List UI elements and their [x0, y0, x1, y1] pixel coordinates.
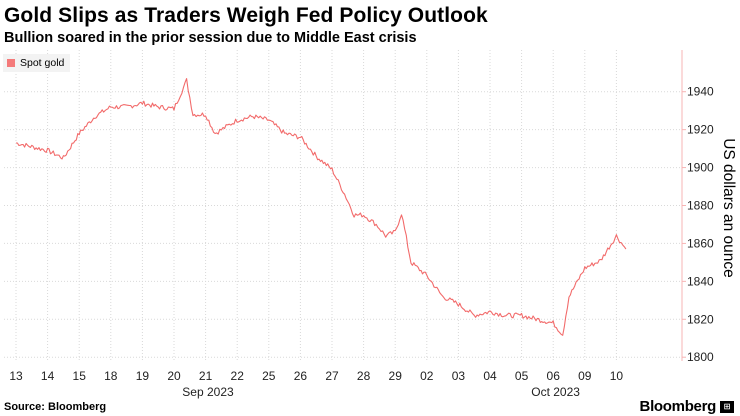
- y-axis-label: US dollars an ounce: [720, 138, 737, 278]
- x-tick-label-10: 10: [610, 369, 624, 383]
- legend: Spot gold: [3, 54, 71, 72]
- chart-title: Gold Slips as Traders Weigh Fed Policy O…: [4, 4, 488, 27]
- brand-logo-text: Bloomberg: [639, 398, 717, 415]
- series-line-spot-gold: [16, 78, 627, 336]
- x-tick-label-25: 25: [262, 369, 276, 383]
- source-note: Source: Bloomberg: [4, 401, 107, 413]
- brand-mark-icon: ⊞: [720, 401, 734, 413]
- x-tick-label-21: 21: [199, 369, 213, 383]
- legend-label-spot-gold: Spot gold: [20, 57, 65, 69]
- x-tick-label-14: 14: [41, 369, 55, 383]
- x-tick-label-15: 15: [73, 369, 87, 383]
- x-tick-label-09: 09: [578, 369, 592, 383]
- x-tick-label-06: 06: [547, 369, 561, 383]
- x-gridlines: [15, 50, 617, 361]
- gridlines: [4, 91, 682, 358]
- x-tick-label-22: 22: [231, 369, 245, 383]
- x-month-labels: Sep 2023 Oct 2023: [182, 385, 580, 399]
- y-axis-ticks: 1800 1820 1840 1860 1880 1900 1920 1940: [682, 85, 714, 364]
- chart-subtitle: Bullion soared in the prior session due …: [4, 30, 417, 46]
- x-tick-label-05: 05: [515, 369, 529, 383]
- x-month-label: Sep 2023: [182, 385, 234, 399]
- x-tick-label-02: 02: [420, 369, 434, 383]
- legend-swatch-spot-gold: [7, 59, 15, 67]
- y-tick-label-1840: 1840: [687, 274, 714, 288]
- y-tick-label-1940: 1940: [687, 85, 714, 99]
- y-tick-label-1800: 1800: [687, 350, 714, 364]
- y-tick-label-1920: 1920: [687, 123, 714, 137]
- x-tick-label-27: 27: [325, 369, 339, 383]
- x-tick-label-28: 28: [357, 369, 371, 383]
- x-tick-label-29: 29: [389, 369, 403, 383]
- y-tick-label-1820: 1820: [687, 312, 714, 326]
- x-tick-label-03: 03: [452, 369, 466, 383]
- x-tick-label-13: 13: [9, 369, 23, 383]
- y-tick-label-1900: 1900: [687, 161, 714, 175]
- y-tick-label-1860: 1860: [687, 236, 714, 250]
- x-tick-label-26: 26: [294, 369, 308, 383]
- y-tick-label-1880: 1880: [687, 199, 714, 213]
- x-tick-label-18: 18: [104, 369, 118, 383]
- x-tick-label-04: 04: [483, 369, 497, 383]
- x-month-label: Oct 2023: [531, 385, 580, 399]
- x-tick-label-19: 19: [136, 369, 150, 383]
- x-tick-label-20: 20: [167, 369, 181, 383]
- x-axis-ticks: 13 14 15 18 19 20 21 22 25 26 27 28 29 02 03 04 05 06 09 10: [9, 369, 623, 383]
